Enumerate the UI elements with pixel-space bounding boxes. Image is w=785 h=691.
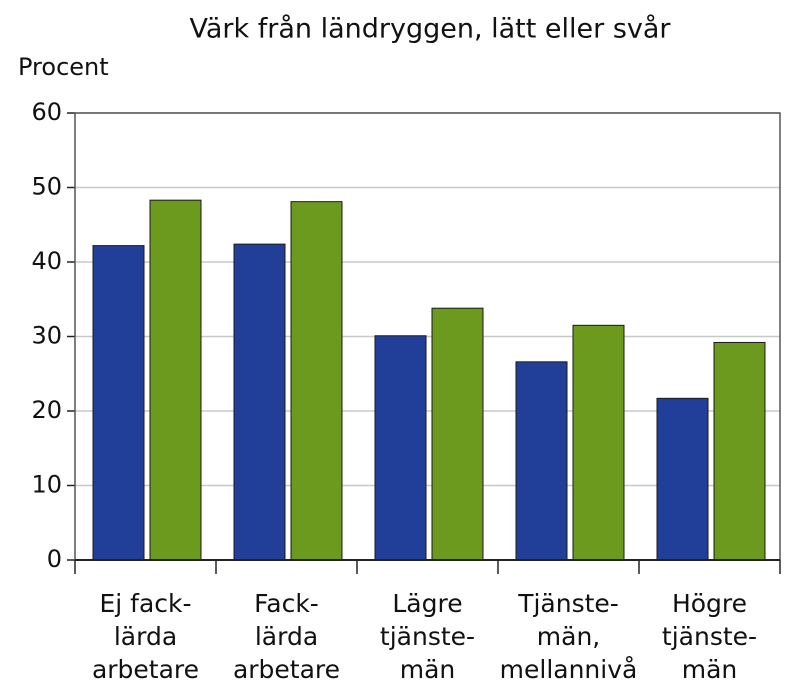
bar [572,324,625,561]
y-tick-label: 30 [31,322,62,350]
x-tick-label: lärda [255,622,318,651]
x-tick-label: lärda [114,622,177,651]
x-tick-label: Högre [672,589,747,618]
y-tick-label: 50 [31,173,62,201]
x-tick-label: arbetare [233,655,340,684]
x-tick-label: män [682,655,738,684]
x-tick-label: män, [537,622,600,651]
bar [92,245,145,561]
y-tick-label: 0 [47,545,62,573]
x-tick-label: Tjänste- [517,589,619,618]
bar [374,335,427,561]
bar [431,307,484,561]
bar [515,361,568,561]
y-axis-label: Procent [18,53,109,81]
bar [233,243,286,561]
bar [290,201,343,561]
x-tick-label: tjänste- [662,622,757,651]
bar [149,199,202,561]
plot-frame [74,112,781,560]
chart-title: Värk från ländryggen, lätt eller svår [189,14,671,45]
bar [656,397,709,561]
x-tick-label: Ej fack- [99,589,191,618]
x-tick-label: arbetare [92,655,199,684]
y-tick-label: 10 [31,471,62,499]
y-tick-label: 60 [31,98,62,126]
x-tick-label: tjänste- [380,622,475,651]
x-tick-label: Lägre [392,589,462,618]
y-tick-label: 40 [31,247,62,275]
y-tick-label: 20 [31,396,62,424]
bar [713,341,766,561]
x-tick-label: Fack- [254,589,319,618]
x-tick-label: män [400,655,456,684]
x-tick-label: mellannivå [500,655,638,684]
